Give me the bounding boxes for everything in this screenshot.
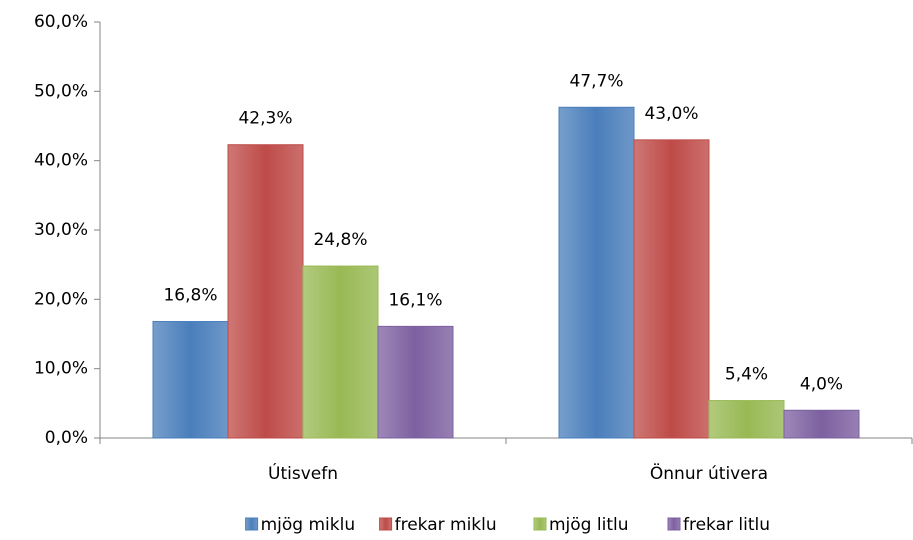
value-label: 5,4% bbox=[725, 365, 768, 385]
bar bbox=[633, 139, 710, 439]
bar bbox=[708, 400, 785, 439]
bar bbox=[377, 325, 454, 439]
legend-label: frekar litlu bbox=[683, 515, 770, 535]
value-label: 16,8% bbox=[163, 286, 217, 306]
value-label: 24,8% bbox=[313, 230, 367, 250]
y-tick-label: 20,0% bbox=[34, 289, 88, 309]
value-label: 4,0% bbox=[800, 374, 843, 394]
x-tick-label: Útisvefn bbox=[268, 462, 338, 484]
legend-swatch bbox=[667, 517, 681, 531]
bar bbox=[783, 409, 860, 439]
y-tick-label: 30,0% bbox=[34, 220, 88, 240]
legend-swatch bbox=[533, 517, 547, 531]
y-tick-label: 10,0% bbox=[34, 359, 88, 379]
y-tick-label: 40,0% bbox=[34, 151, 88, 171]
value-label: 16,1% bbox=[388, 290, 442, 310]
legend-swatch bbox=[379, 517, 393, 531]
y-tick-label: 60,0% bbox=[34, 12, 88, 32]
bar bbox=[302, 265, 379, 439]
value-label: 42,3% bbox=[238, 109, 292, 129]
bar bbox=[227, 144, 304, 439]
legend-label: mjög litlu bbox=[549, 515, 629, 535]
legend-label: frekar miklu bbox=[395, 515, 497, 535]
x-tick-label: Önnur útivera bbox=[650, 462, 768, 484]
value-label: 47,7% bbox=[569, 71, 623, 91]
value-label: 43,0% bbox=[644, 104, 698, 124]
y-tick-label: 0,0% bbox=[45, 428, 88, 448]
y-tick-label: 50,0% bbox=[34, 81, 88, 101]
legend-label: mjög miklu bbox=[261, 515, 356, 535]
legend-swatch bbox=[245, 517, 259, 531]
bar bbox=[152, 321, 229, 439]
bar bbox=[558, 106, 635, 439]
